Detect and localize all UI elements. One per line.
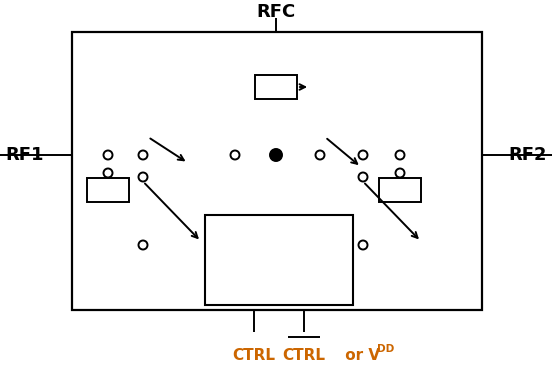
Circle shape	[395, 169, 405, 178]
Bar	[379, 178, 421, 201]
Text: DD: DD	[377, 344, 395, 354]
Circle shape	[358, 150, 368, 160]
Circle shape	[358, 172, 368, 182]
Circle shape	[358, 241, 368, 250]
Circle shape	[395, 150, 405, 160]
Text: CMOS: CMOS	[258, 226, 300, 240]
Text: Driver: Driver	[258, 278, 300, 292]
Text: RF2: RF2	[508, 146, 547, 164]
Text: ESD: ESD	[97, 185, 120, 194]
Circle shape	[104, 169, 113, 178]
Circle shape	[139, 150, 147, 160]
Bar	[72, 32, 482, 310]
Text: CTRL: CTRL	[283, 348, 326, 363]
Text: Control: Control	[254, 252, 304, 266]
Bar	[87, 178, 129, 201]
Text: RFC: RFC	[256, 3, 296, 21]
Circle shape	[316, 150, 325, 160]
Text: ESD: ESD	[262, 82, 285, 92]
Bar	[255, 75, 297, 99]
Circle shape	[270, 149, 282, 161]
Text: CTRL: CTRL	[232, 348, 275, 363]
Circle shape	[139, 172, 147, 182]
Text: or V: or V	[340, 348, 380, 363]
Text: RF1: RF1	[5, 146, 44, 164]
Circle shape	[231, 150, 240, 160]
Circle shape	[104, 150, 113, 160]
Text: ESD: ESD	[389, 185, 412, 194]
Bar	[205, 215, 353, 305]
Circle shape	[139, 241, 147, 250]
